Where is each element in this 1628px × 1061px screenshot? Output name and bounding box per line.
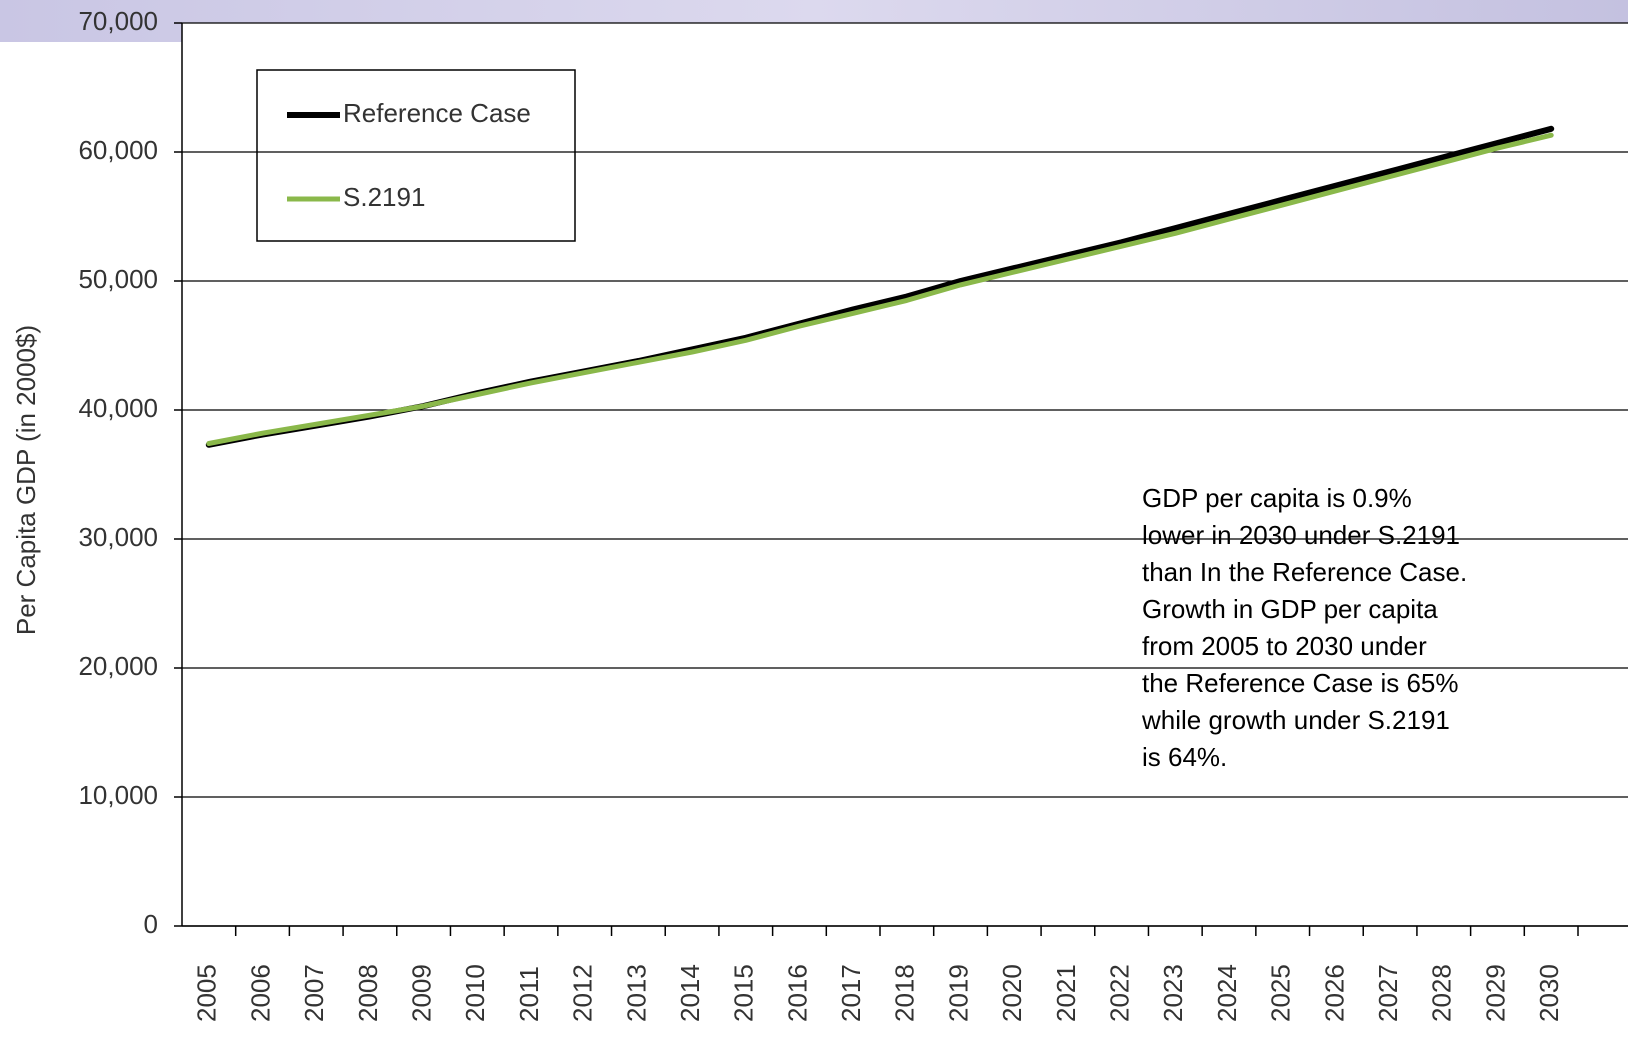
annotation-line: than In the Reference Case. [1142,557,1467,587]
x-tick-label: 2011 [514,966,544,1022]
x-tick-label: 2008 [353,964,383,1022]
y-tick-label: 20,000 [78,651,158,681]
legend-box [256,69,576,242]
legend [256,69,576,242]
x-tick-label: 2016 [782,964,812,1022]
y-tick-label: 0 [144,909,158,939]
annotation-line: is 64%. [1142,742,1227,772]
annotation-line: from 2005 to 2030 under [1142,631,1427,661]
y-tick-label: 50,000 [78,264,158,294]
x-tick-label: 2025 [1266,964,1296,1022]
y-tick-label: 10,000 [78,780,158,810]
annotation-line: the Reference Case is 65% [1142,668,1459,698]
x-tick-label: 2019 [943,964,973,1022]
y-axis-label: Per Capita GDP (in 2000$) [11,325,41,635]
series-line [206,132,1554,446]
legend-label: S.2191 [343,182,425,212]
x-tick-label: 2005 [192,964,222,1022]
x-tick-label: 2030 [1534,964,1564,1022]
x-tick-label: 2026 [1319,964,1349,1022]
x-tick-label: 2028 [1427,964,1457,1022]
x-tick-label: 2010 [460,964,490,1022]
annotation-line: Growth in GDP per capita [1142,594,1438,624]
x-tick-label: 2027 [1373,964,1403,1022]
x-tick-label: 2017 [836,964,866,1022]
x-tick-label: 2020 [997,964,1027,1022]
x-tick-label: 2018 [890,964,920,1022]
y-tick-label: 30,000 [78,522,158,552]
annotation-line: GDP per capita is 0.9% [1142,483,1412,513]
x-tick-label: 2023 [1158,964,1188,1022]
y-tick-label: 40,000 [78,393,158,423]
x-tick-label: 2024 [1212,964,1242,1022]
x-tick-label: 2014 [675,964,705,1022]
legend-label: Reference Case [343,98,531,128]
annotation-line: while growth under S.2191 [1141,705,1450,735]
x-tick-label: 2029 [1480,964,1510,1022]
x-tick-label: 2009 [406,964,436,1022]
x-tick-label: 2007 [299,964,329,1022]
x-tick-label: 2006 [245,964,275,1022]
y-tick-label: 60,000 [78,135,158,165]
x-tick-label: 2022 [1104,964,1134,1022]
x-tick-label: 2015 [729,964,759,1022]
x-tick-label: 2012 [568,964,598,1022]
annotation-line: lower in 2030 under S.2191 [1142,520,1460,550]
y-tick-label: 70,000 [78,6,158,36]
x-tick-label: 2021 [1051,964,1081,1022]
x-tick-label: 2013 [621,964,651,1022]
